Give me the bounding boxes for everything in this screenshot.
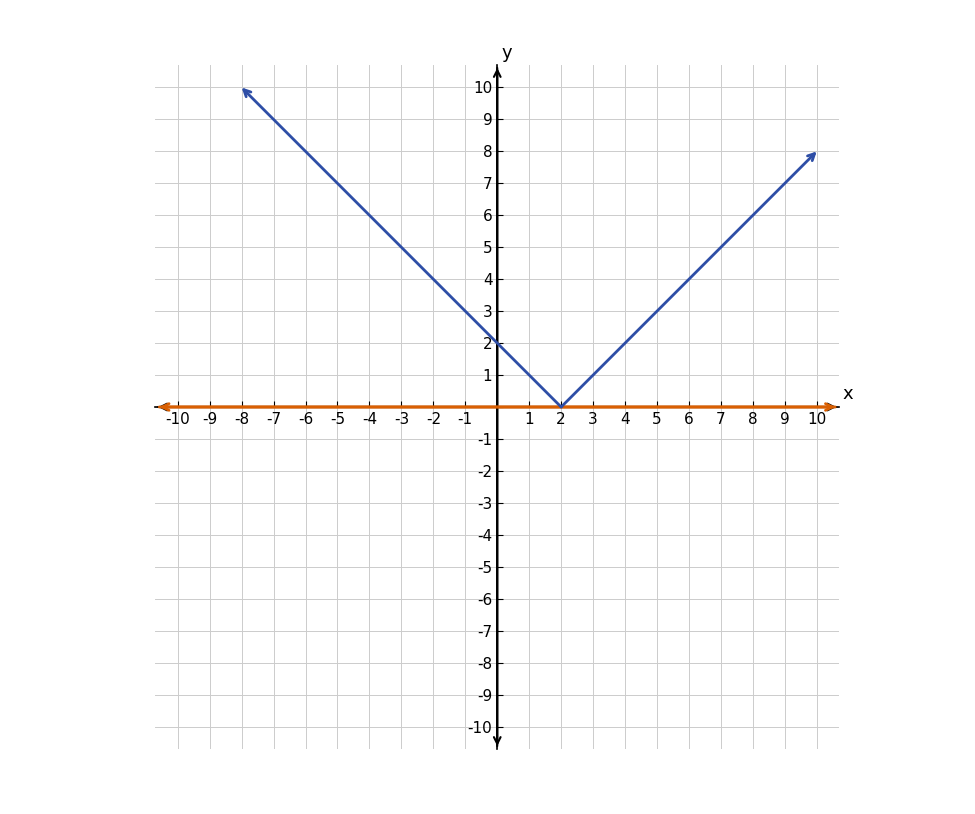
Text: y: y bbox=[501, 44, 512, 62]
Text: x: x bbox=[842, 385, 853, 403]
